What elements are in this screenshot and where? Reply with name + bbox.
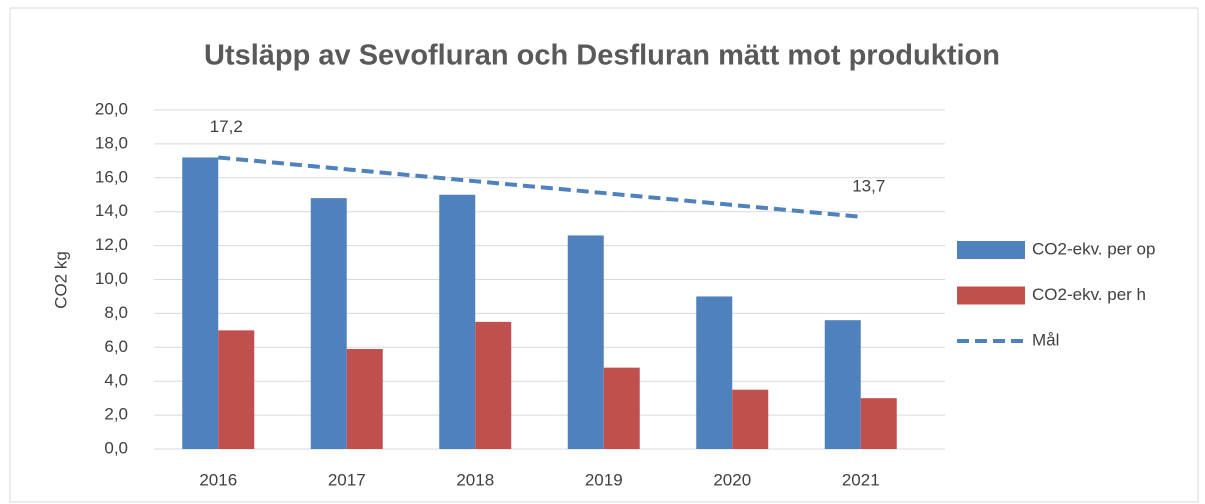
y-tick-label: 6,0 — [104, 337, 128, 356]
y-tick-label: 2,0 — [104, 405, 128, 424]
y-tick-label: 14,0 — [95, 201, 128, 220]
y-tick-label: 18,0 — [95, 133, 128, 152]
bar — [439, 194, 476, 449]
y-tick-label: 16,0 — [95, 167, 128, 186]
legend-label: CO2-ekv. per h — [1032, 285, 1146, 304]
data-label: 13,7 — [852, 176, 885, 195]
bar — [732, 389, 769, 449]
x-tick-label: 2020 — [713, 470, 751, 489]
bar — [824, 320, 861, 449]
bar — [603, 367, 640, 449]
bar — [310, 198, 347, 449]
y-tick-label: 0,0 — [104, 438, 128, 457]
bar — [860, 398, 897, 449]
data-label: 17,2 — [210, 117, 243, 136]
bar — [218, 330, 255, 449]
y-tick-label: 8,0 — [104, 303, 128, 322]
bar — [567, 235, 604, 449]
x-tick-label: 2017 — [328, 470, 366, 489]
y-tick-label: 10,0 — [95, 269, 128, 288]
y-tick-label: 12,0 — [95, 235, 128, 254]
legend-label: CO2-ekv. per op — [1032, 239, 1155, 258]
x-tick-label: 2016 — [199, 470, 237, 489]
bar — [182, 157, 219, 449]
legend-swatch — [957, 241, 1025, 259]
x-tick-label: 2019 — [585, 470, 623, 489]
legend-swatch — [957, 286, 1025, 305]
bar — [475, 321, 512, 449]
y-tick-label: 4,0 — [104, 371, 128, 390]
x-tick-label: 2021 — [842, 470, 880, 489]
y-axis-label: CO2 kg — [51, 251, 70, 309]
bar — [696, 296, 733, 449]
legend-label: Mål — [1032, 330, 1059, 349]
chart-title: Utsläpp av Sevofluran och Desfluran mätt… — [204, 40, 1000, 72]
x-tick-label: 2018 — [456, 470, 494, 489]
bar — [346, 348, 383, 449]
y-tick-label: 20,0 — [95, 99, 128, 118]
